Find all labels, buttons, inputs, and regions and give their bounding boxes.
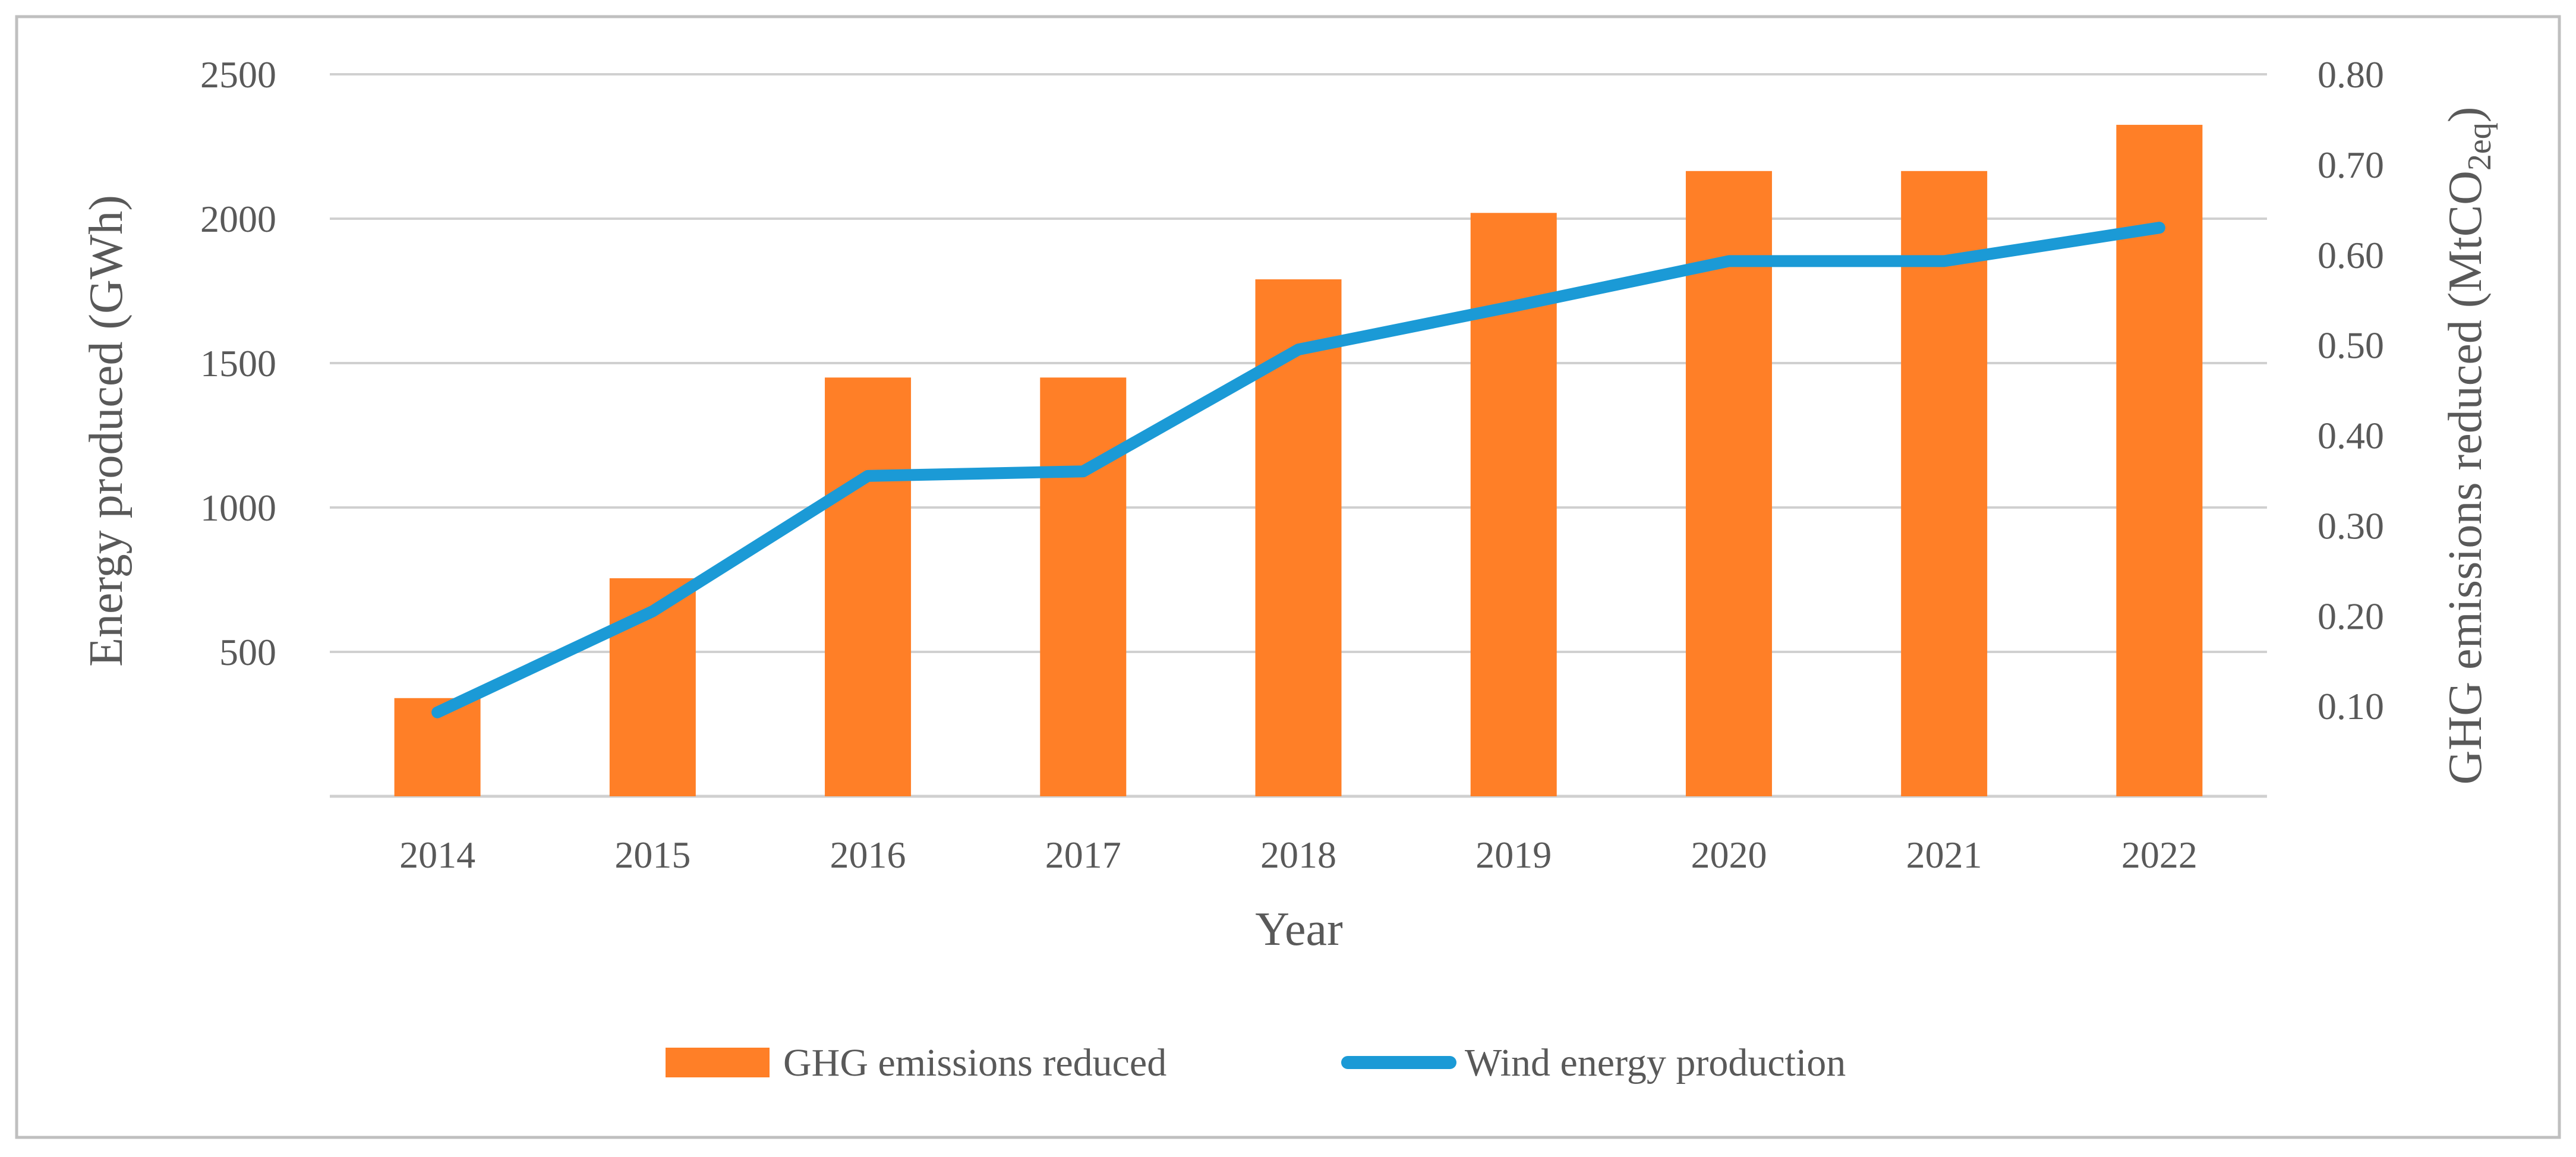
bar-series [394,125,2203,796]
y2-tick-label: 0.20 [2318,595,2384,637]
bar-2016 [825,377,912,796]
x-tick-label: 2015 [614,834,690,876]
y2-tick-label: 0.50 [2318,324,2384,367]
line-point-2016 [867,475,869,477]
y2-tick-label: 0.30 [2318,505,2384,547]
line-point-2020 [1728,260,1730,262]
x-tick-label: 2022 [2121,834,2197,876]
bar-2020 [1685,171,1772,796]
y2-axis-title-subscript: 2eq [2461,122,2498,171]
x-tick-label: 2021 [1906,834,1982,876]
line-point-2018 [1298,349,1299,351]
bar-2018 [1255,279,1342,796]
y2-axis-title-suffix: ) [2439,107,2492,123]
y2-axis-title: GHG emissions reduced (MtCO2eq) [2439,107,2498,785]
y-axis-left-ticks: 500 1000 1500 2000 2500 [200,53,276,673]
line-point-2021 [1943,260,1945,262]
y-axis-title: Energy produced (GWh) [80,195,133,667]
x-tick-label: 2018 [1260,834,1336,876]
line-series [431,222,2165,718]
legend-bar-swatch [666,1048,770,1077]
y-tick-label: 2500 [200,53,276,96]
line-point-2015 [652,610,654,612]
y-tick-label: 500 [219,631,276,673]
y-tick-label: 1500 [200,342,276,384]
legend-bar-label: GHG emissions reduced [783,1041,1166,1085]
legend: GHG emissions reduced Wind energy produc… [666,1041,1846,1085]
y-tick-label: 1000 [200,487,276,529]
line-point-2019 [1513,305,1515,307]
bar-2021 [1901,171,1988,796]
y2-tick-label: 0.80 [2318,53,2384,96]
y-axis-right-ticks: 0.10 0.20 0.30 0.40 0.50 0.60 0.70 0.80 [2318,53,2384,727]
line-point-2022 [2158,227,2160,229]
y2-tick-label: 0.70 [2318,144,2384,186]
x-tick-label: 2017 [1045,834,1121,876]
y2-axis-title-prefix: GHG emissions reduced (MtCO [2439,171,2492,784]
line-point-2017 [1082,471,1084,472]
y-tick-label: 2000 [200,198,276,240]
line-point-2014 [437,711,439,713]
bar-2017 [1040,377,1127,796]
x-tick-label: 2014 [399,834,475,876]
y2-tick-label: 0.10 [2318,685,2384,727]
x-axis-title: Year [1255,903,1342,956]
x-tick-label: 2019 [1475,834,1552,876]
y2-tick-label: 0.60 [2318,234,2384,276]
x-tick-label: 2016 [830,834,906,876]
legend-line-label: Wind energy production [1465,1041,1846,1085]
x-tick-label: 2020 [1691,834,1767,876]
x-axis-ticks: 2014 2015 2016 2017 2018 2019 2020 2021 2022 [399,834,2197,876]
y2-tick-label: 0.40 [2318,415,2384,457]
